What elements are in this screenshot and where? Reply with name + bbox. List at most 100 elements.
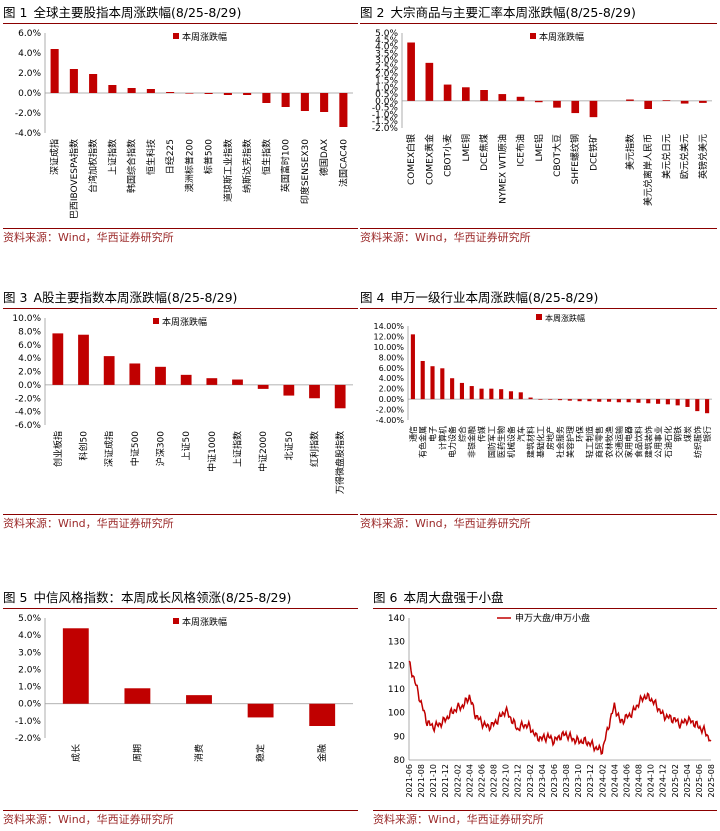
source-note: 资料来源：Wind，华西证券研究所	[360, 228, 717, 246]
x-tick-label: 2024-08	[635, 764, 644, 797]
y-tick-label: -0.5%	[372, 104, 399, 114]
bar	[185, 93, 194, 94]
legend-label: 本周涨跌幅	[539, 31, 584, 43]
bar	[430, 366, 435, 400]
y-tick-label: 10.0%	[12, 314, 41, 324]
x-tick-label: 美元指数	[624, 134, 636, 170]
bar	[606, 399, 612, 402]
x-tick-label: COMEX白银	[405, 134, 417, 185]
y-tick-label: 0.0%	[18, 700, 41, 710]
y-tick-label: 10.00%	[373, 343, 404, 352]
x-tick-label: 恒生指数	[260, 139, 272, 175]
x-tick-label: 2023-10	[574, 764, 583, 797]
x-tick-label: 农林牧渔	[604, 426, 614, 458]
x-tick-label: 家用电器	[624, 426, 634, 458]
bar	[300, 93, 309, 111]
legend-swatch	[530, 33, 536, 39]
x-tick-label: DCE焦煤	[478, 134, 490, 171]
y-tick-label: 1.5%	[375, 77, 398, 87]
x-tick-label: 沪深300	[155, 431, 167, 466]
x-tick-label: LME铝	[533, 134, 545, 161]
y-tick-label: 130	[388, 638, 405, 648]
chart-panel-1: 图 1 全球主要股指本周涨跌幅(8/25-8/29) -4.0% -2.0% 0.0%…	[3, 3, 358, 246]
x-tick-label: 2023-02	[526, 764, 535, 797]
x-tick-label: 钢铁	[673, 426, 683, 442]
bar	[89, 74, 98, 93]
x-tick-label: 中证1000	[206, 431, 218, 472]
x-tick-label: 建筑装饰	[643, 426, 653, 458]
x-tick-label: 成长	[70, 744, 82, 762]
bar	[626, 99, 634, 101]
x-tick-label: 周期	[132, 744, 143, 762]
bar	[309, 384, 320, 399]
x-tick-label: 纳斯达克指数	[241, 139, 253, 193]
x-tick-label: 上证50	[181, 431, 192, 461]
x-tick-label: 房地产	[545, 426, 555, 450]
x-tick-label: 公用事业	[653, 426, 663, 458]
y-tick-label: 2.0%	[18, 665, 41, 675]
bar	[103, 356, 115, 385]
x-tick-label: 2025-08	[707, 764, 716, 797]
x-tick-label: 2025-04	[683, 764, 692, 797]
y-tick-label: -2.0%	[15, 734, 42, 744]
bar	[534, 100, 543, 103]
chart-title: 图 5 中信风格指数：本周成长风格领涨(8/25-8/29)	[3, 588, 358, 609]
x-tick-label: 创业板指	[52, 431, 64, 467]
bar	[410, 334, 415, 400]
x-tick-label: DCE铁矿	[587, 134, 599, 171]
bar	[309, 703, 336, 726]
x-tick-label: 印度SENSEX30	[299, 139, 311, 204]
bar	[420, 360, 425, 400]
bar	[577, 399, 582, 402]
x-tick-label: 2023-06	[550, 764, 559, 797]
chart-panel-3: 图 3 A股主要指数本周涨跌幅(8/25-8/29) -6.0% -4.0% -2.0…	[3, 288, 358, 533]
y-tick-label: 6.0%	[18, 341, 41, 351]
bar	[232, 379, 243, 385]
bar	[62, 628, 89, 704]
chart-title: 图 2 大宗商品与主要汇率本周涨跌幅(8/25-8/29)	[360, 3, 717, 24]
bar	[528, 397, 533, 400]
x-tick-label: 电力设备	[447, 426, 457, 458]
x-tick-label: 2025-06	[695, 764, 704, 797]
x-tick-label: 2022-10	[502, 764, 511, 797]
x-tick-label: 上证指数	[232, 431, 244, 467]
y-tick-label: -2.0%	[15, 109, 42, 119]
x-tick-label: 2022-06	[477, 764, 486, 797]
bar	[498, 94, 507, 101]
x-tick-label: 2024-02	[598, 764, 607, 797]
bar	[644, 100, 653, 109]
bar	[320, 93, 329, 112]
source-note: 资料来源：Wind，华西证券研究所	[3, 514, 358, 532]
source-note: 资料来源：Wind，华西证券研究所	[3, 810, 358, 828]
legend-swatch	[173, 618, 179, 624]
x-tick-label: 深证成指	[103, 431, 115, 467]
x-tick-label: 综合	[457, 426, 467, 442]
y-tick-label: 2.0%	[375, 70, 398, 80]
x-tick-label: 商贸零售	[594, 426, 604, 458]
x-tick-label: 道琼斯工业指数	[222, 139, 234, 202]
source-note: 资料来源：Wind，华西证券研究所	[3, 228, 358, 246]
bar	[553, 100, 561, 108]
y-tick-label: 2.0%	[18, 69, 41, 79]
x-tick-label: 英镑兑美元	[697, 134, 709, 179]
x-tick-label: 2022-08	[490, 764, 499, 797]
legend-label: 申万大盘/申万小盘	[515, 612, 590, 624]
bar	[557, 399, 563, 401]
bar	[407, 42, 415, 101]
x-tick-label: 交通运输	[614, 426, 624, 458]
x-tick-label: 稳定	[255, 744, 267, 762]
x-tick-label: 2023-12	[586, 764, 595, 797]
bar	[480, 90, 488, 101]
bar	[223, 93, 232, 95]
x-tick-label: NYMEX WTI原油	[496, 134, 508, 204]
bar	[646, 399, 651, 404]
bar	[440, 368, 445, 400]
x-tick-label: 电子	[428, 426, 438, 442]
x-tick-label: 英国富时100	[280, 139, 292, 192]
bar	[597, 399, 602, 402]
y-tick-label: 12.00%	[373, 332, 404, 341]
y-tick-label: 3.0%	[375, 56, 398, 66]
bar	[129, 363, 141, 385]
bar-chart-commodities-fx: -2.0%-1.5%-1.0%-0.5%0.0%0.5%1.0%1.5%2.0%…	[372, 29, 712, 206]
